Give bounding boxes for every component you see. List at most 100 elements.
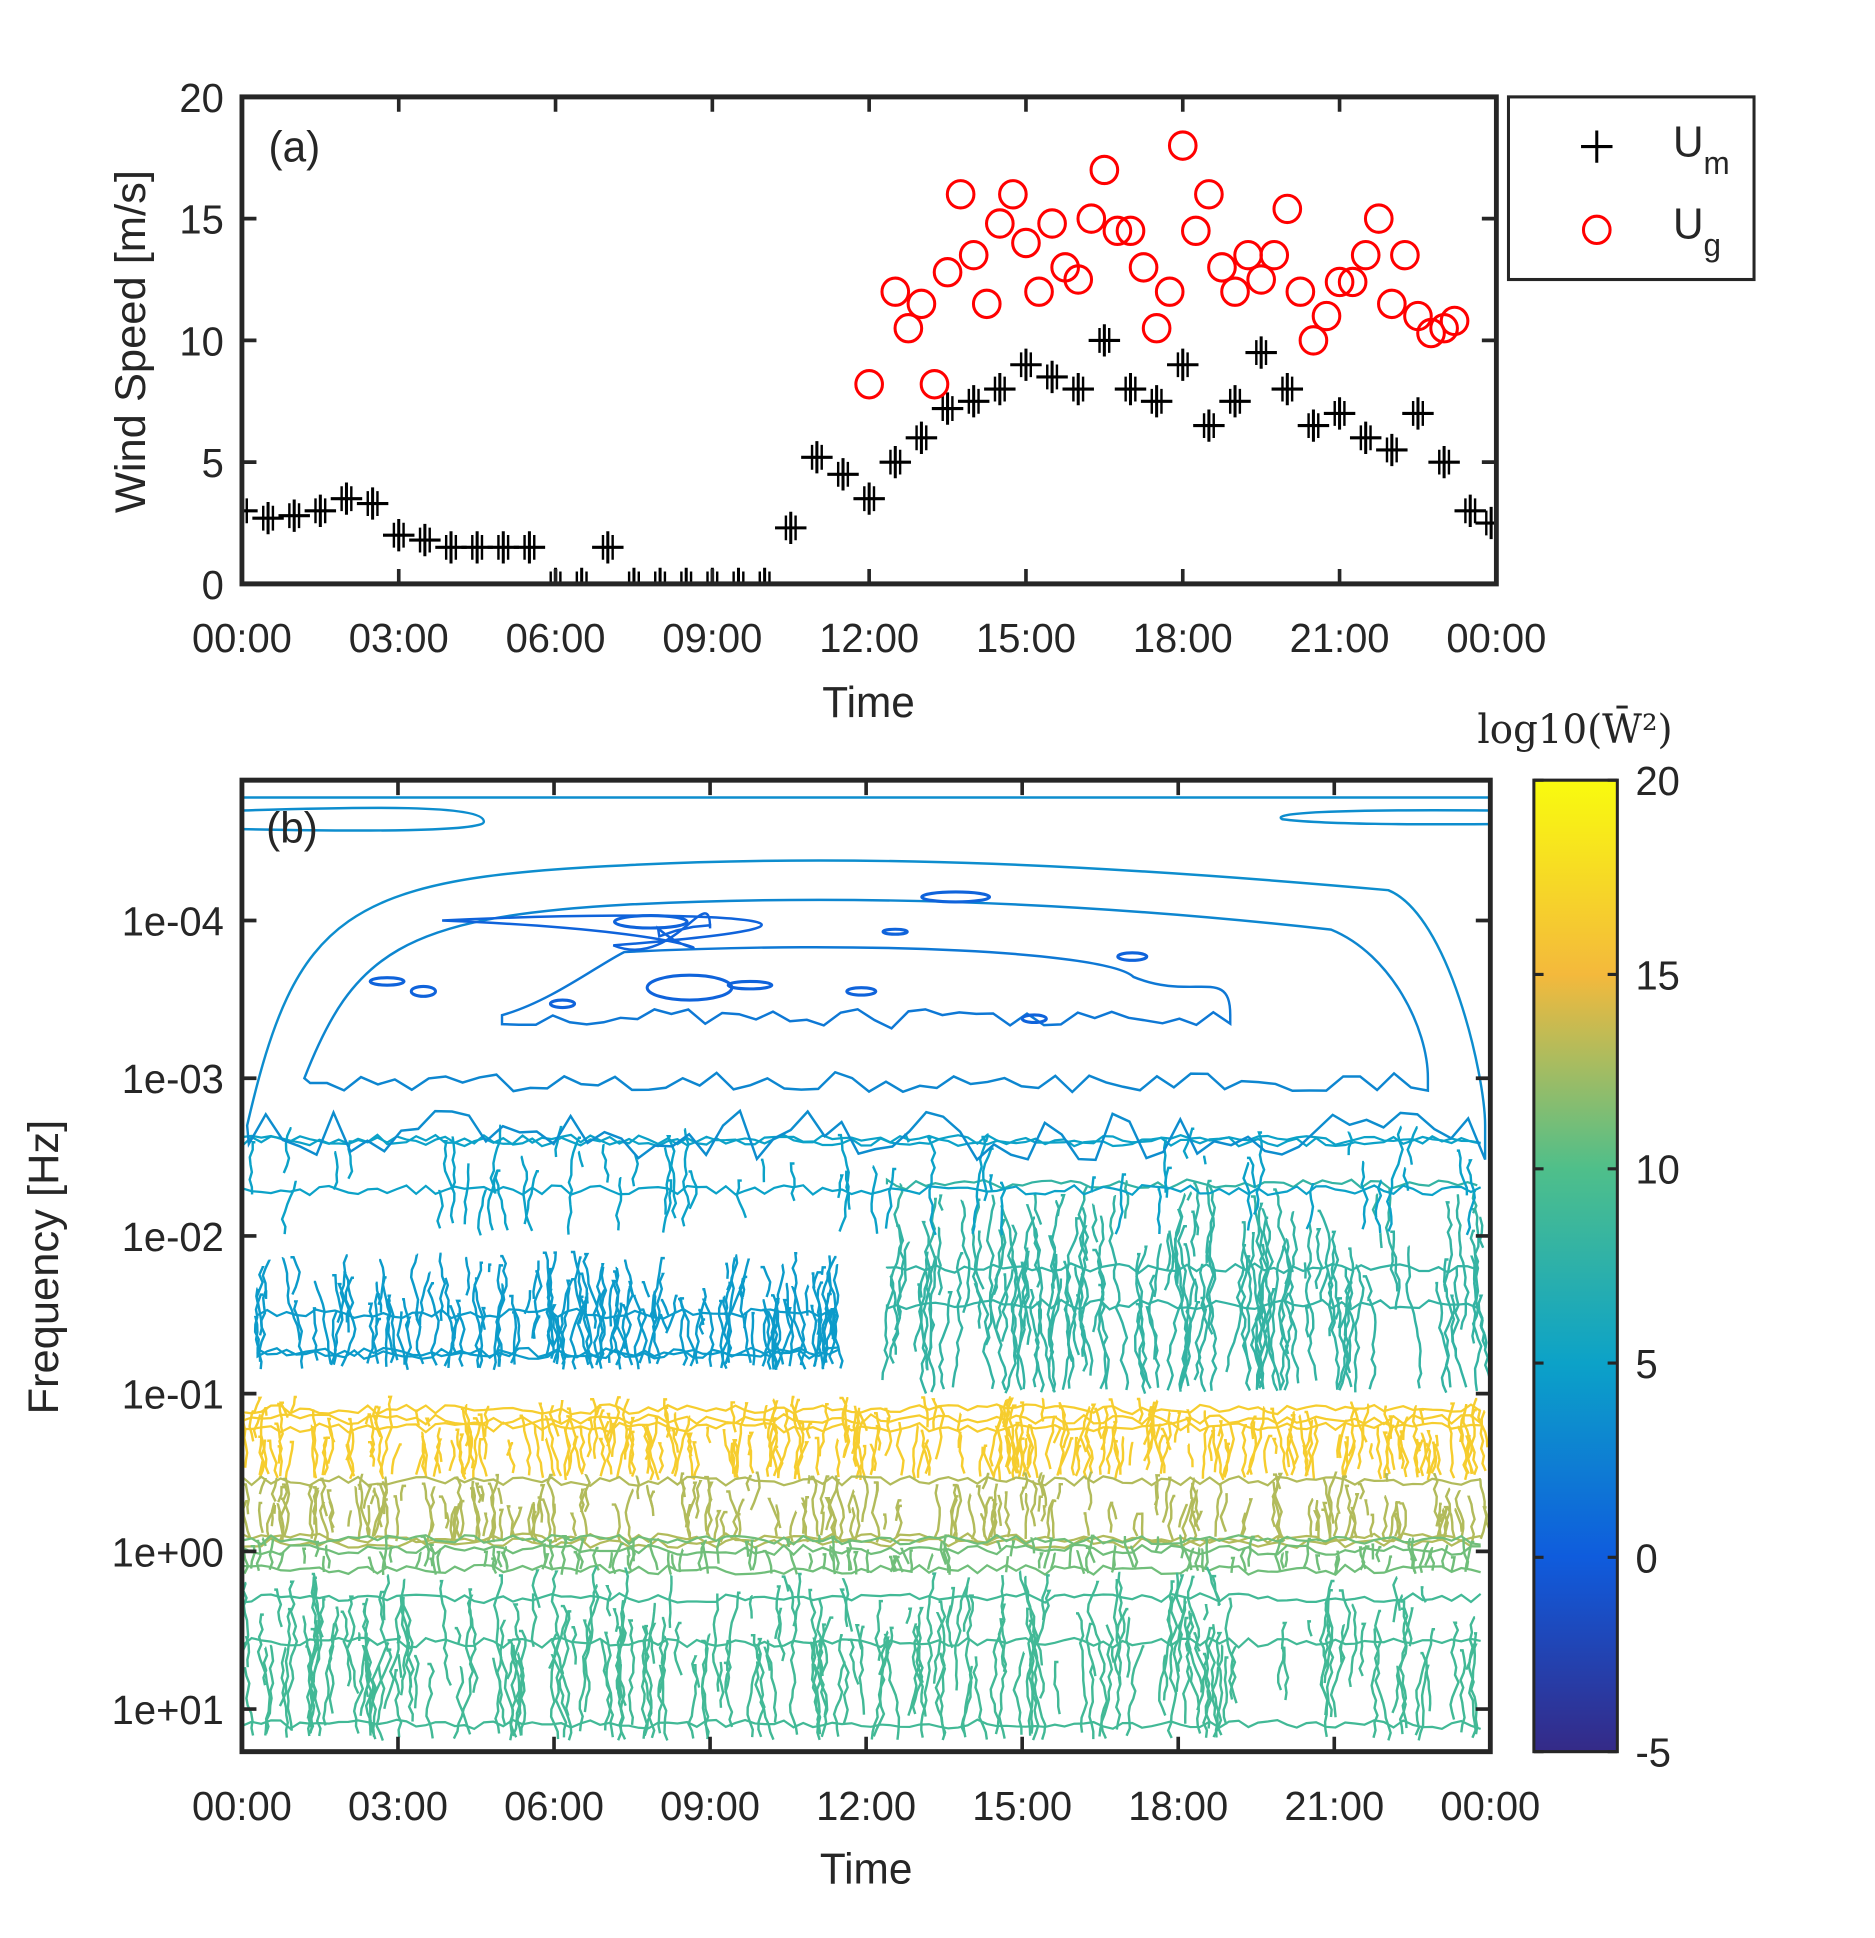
um-marker (304, 494, 337, 527)
contour-line (967, 1493, 976, 1540)
ug-marker (1102, 215, 1133, 247)
contour-line (1072, 1294, 1081, 1356)
contour-line (1418, 1541, 1430, 1574)
x-tick-label: 18:00 (1128, 1782, 1228, 1829)
um-marker (748, 567, 781, 584)
contour-line (301, 1547, 307, 1564)
contour-line (279, 1477, 291, 1517)
ug-marker (1181, 215, 1211, 247)
um-marker (1140, 385, 1173, 418)
contour-line (870, 1165, 879, 1234)
contour-line (713, 1509, 722, 1542)
panel-b-xlabel: Time (820, 1845, 913, 1894)
colorbar-tick-label: 10 (1635, 1146, 1679, 1193)
contour-line (1271, 1437, 1278, 1454)
um-marker (1124, 376, 1137, 402)
um-marker (1193, 409, 1225, 442)
contour-line (1222, 1656, 1229, 1725)
contour-island (920, 890, 992, 904)
contour-line (830, 1308, 836, 1340)
contour-line (281, 1257, 301, 1341)
contour-line (1239, 1498, 1253, 1538)
contour-line (978, 1446, 984, 1477)
um-marker (1438, 449, 1451, 475)
contour-line (651, 1256, 665, 1319)
contour-line (1241, 1424, 1248, 1478)
contour-line (449, 1506, 459, 1538)
contour-line (577, 1538, 585, 1570)
contour-line (255, 1287, 260, 1304)
contour-line (678, 1548, 684, 1573)
um-marker (853, 482, 885, 515)
contour-line (458, 1433, 467, 1480)
contour-line (261, 1537, 267, 1547)
contour-line (241, 1533, 1481, 1546)
contour-line (884, 1407, 891, 1425)
contour-line (926, 1136, 937, 1236)
contour-line (960, 1199, 971, 1314)
contour-line (905, 1607, 913, 1625)
contour-line (449, 1503, 463, 1543)
contour-line (1054, 1199, 1061, 1217)
contour-line (1197, 1510, 1204, 1520)
contour-line (1211, 1574, 1220, 1606)
contour-line (745, 1474, 752, 1492)
ug-marker (945, 179, 976, 210)
x-tick-label: 09:00 (660, 1782, 760, 1829)
contour-line (533, 1496, 543, 1521)
um-marker (444, 534, 458, 560)
contour-line (258, 1259, 271, 1336)
contour-island (368, 976, 406, 987)
contour-line (615, 1600, 627, 1707)
contour-line (432, 1445, 441, 1477)
contour-line (500, 1254, 508, 1294)
contour-line (571, 1626, 578, 1665)
contour-line (694, 1479, 703, 1519)
contour-line (347, 1510, 353, 1527)
contour-line (1186, 1191, 1193, 1201)
contour-line (1178, 1503, 1188, 1528)
contour-line (1079, 1406, 1091, 1453)
contour-line (668, 1574, 673, 1628)
contour-line (881, 1274, 895, 1381)
contour-line (364, 1658, 372, 1698)
um-marker (758, 571, 771, 584)
contour-line (1419, 1430, 1433, 1477)
contour-line (396, 1311, 406, 1365)
contour-line (241, 1403, 1482, 1416)
contour-line (439, 1579, 452, 1686)
contour-line (613, 1270, 619, 1280)
um-marker (278, 499, 310, 532)
contour-line (1046, 1193, 1066, 1353)
contour-line (1088, 1663, 1095, 1740)
contour-line (975, 1485, 988, 1517)
contour-line (1176, 1595, 1186, 1672)
contour-line (276, 1552, 285, 1570)
contour-line (611, 1542, 624, 1575)
contour-line (791, 1251, 808, 1366)
contour-line (698, 1318, 706, 1335)
ug-marker (906, 288, 937, 320)
contour-line (750, 1311, 756, 1366)
contour-line (870, 1633, 891, 1740)
contour-line (477, 1493, 484, 1504)
contour-line (847, 1489, 855, 1514)
contour-line (1391, 1607, 1414, 1714)
contour-line (747, 1434, 755, 1474)
contour-line (992, 1483, 999, 1538)
um-marker (879, 445, 912, 479)
contour-line (241, 1636, 1481, 1650)
contour-line (531, 1501, 539, 1541)
contour-line (852, 1494, 861, 1541)
contour-line (241, 1563, 1481, 1577)
ug-marker (1011, 227, 1041, 259)
contour-line (1246, 1156, 1257, 1188)
contour-line (454, 1626, 462, 1644)
contour-line (735, 1179, 748, 1219)
um-marker (1219, 385, 1251, 418)
contour-line (374, 1406, 384, 1475)
ug-marker (854, 369, 884, 400)
contour-line (1360, 1160, 1369, 1230)
contour-line (1242, 1162, 1253, 1231)
contour-line (732, 1442, 739, 1474)
